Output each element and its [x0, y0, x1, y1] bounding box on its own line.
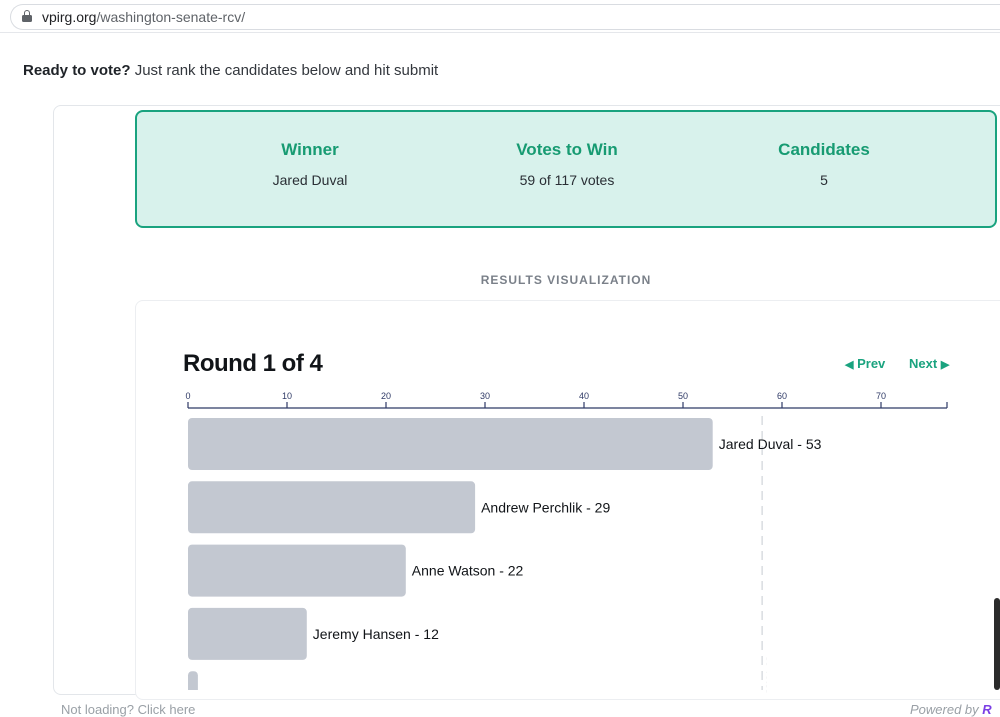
candidates-stat: Candidates 5 — [694, 140, 954, 188]
votes-to-win-stat: Votes to Win 59 of 117 votes — [437, 140, 697, 188]
next-button[interactable]: Next ▶ — [909, 356, 949, 371]
powered-by-prefix: Powered by — [910, 702, 983, 717]
results-visualization-label: RESULTS VISUALIZATION — [480, 273, 652, 287]
round-results-chart: 0 10 20 30 40 50 60 70 59 votes Jared Duval - 53 A… — [185, 391, 948, 693]
triangle-right-icon: ▶ — [940, 359, 950, 371]
x-tick-label-70: 70 — [876, 391, 886, 401]
candidates-label: Candidates — [778, 140, 870, 159]
votes-to-win-label: Votes to Win — [516, 140, 618, 159]
lock-icon[interactable] — [22, 10, 32, 22]
round-title: Round 1 of 4 — [183, 350, 323, 377]
bar-label-3: Anne Watson - 22 — [412, 563, 524, 579]
not-loading-link[interactable]: Not loading? Click here — [61, 702, 196, 717]
votes-to-win-value: 59 of 117 votes — [519, 172, 615, 188]
winner-label: Winner — [281, 140, 339, 159]
bar-label-4: Jeremy Hansen - 12 — [313, 626, 439, 642]
bar-2[interactable] — [188, 481, 476, 534]
browser-address-bar: vpirg.org/washington-senate-rcv/ — [0, 0, 1000, 33]
prev-button[interactable]: ◀ Prev — [845, 356, 885, 371]
powered-by[interactable]: Powered by R — [910, 702, 992, 717]
url-text[interactable]: vpirg.org/washington-senate-rcv/ — [42, 9, 246, 25]
triangle-left-icon: ◀ — [845, 359, 854, 371]
bar-label-2: Andrew Perchlik - 29 — [481, 499, 610, 515]
intro-bold: Ready to vote? — [23, 62, 131, 79]
x-tick-label-20: 20 — [381, 391, 391, 401]
bar-label-1: Jared Duval - 53 — [719, 436, 822, 452]
bar-5[interactable] — [188, 671, 198, 693]
url-field[interactable] — [10, 4, 1000, 30]
x-tick-label-10: 10 — [282, 391, 292, 401]
results-summary: Winner Jared Duval Votes to Win 59 of 11… — [135, 110, 997, 228]
intro-text: Ready to vote? Just rank the candidates … — [23, 62, 438, 79]
bar-1[interactable] — [188, 418, 713, 470]
candidates-value: 5 — [820, 172, 828, 188]
intro-rest: Just rank the candidates below and hit s… — [130, 62, 439, 79]
x-tick-label-40: 40 — [579, 391, 589, 401]
threshold-label: 59 votes — [763, 656, 774, 693]
winner-value: Jared Duval — [272, 172, 348, 188]
bar-4[interactable] — [188, 607, 307, 660]
x-tick-label-60: 60 — [777, 391, 787, 401]
prev-label: Prev — [857, 356, 886, 371]
bar-3[interactable] — [188, 544, 406, 597]
next-label: Next — [909, 356, 938, 371]
x-tick-label-0: 0 — [185, 391, 190, 401]
x-tick-label-30: 30 — [480, 391, 490, 401]
powered-by-brand: R — [982, 702, 992, 717]
winner-stat: Winner Jared Duval — [180, 140, 440, 188]
x-tick-label-50: 50 — [678, 391, 688, 401]
scrollbar-thumb[interactable] — [994, 598, 1000, 690]
